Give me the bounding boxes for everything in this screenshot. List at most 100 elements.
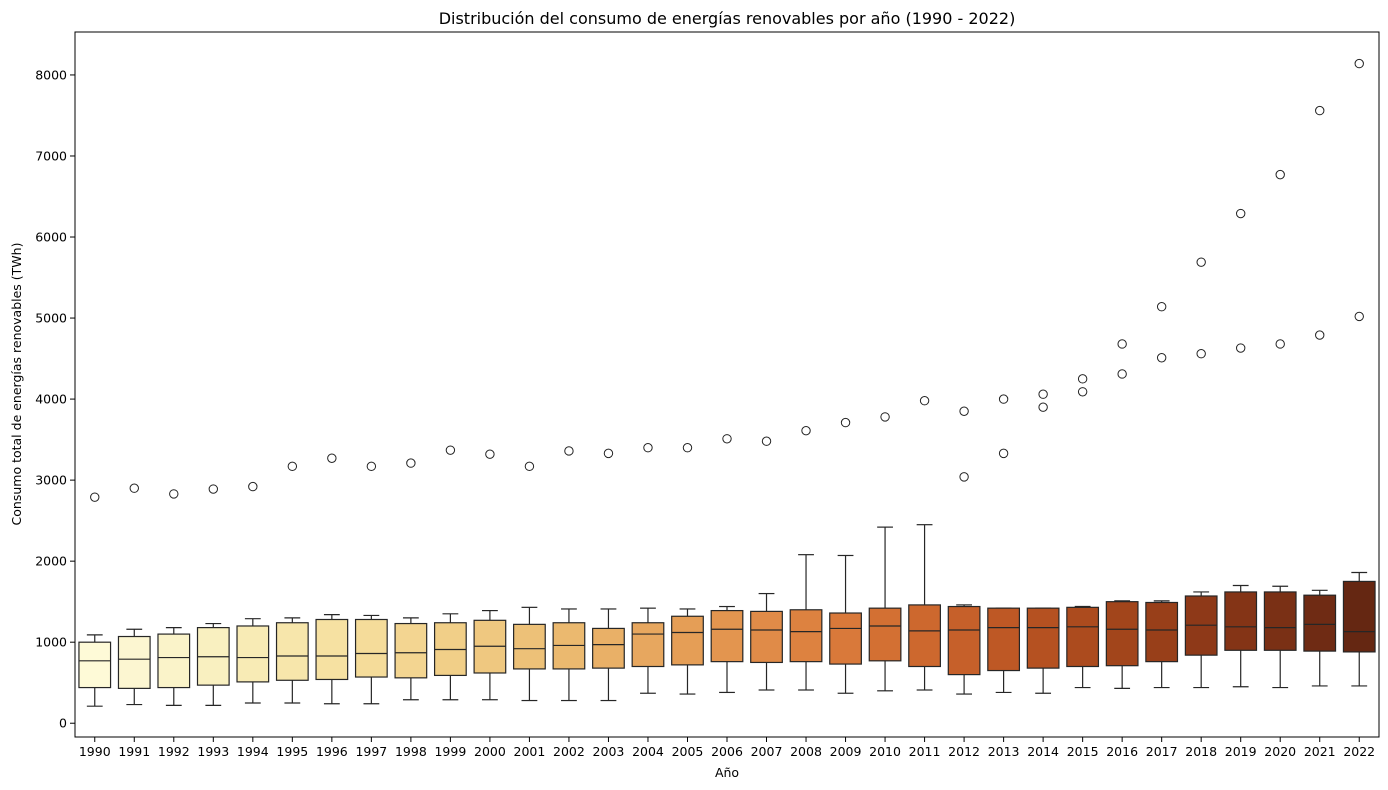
box-body — [868, 607, 902, 662]
x-tick-label: 1997 — [355, 744, 387, 759]
y-tick-label: 8000 — [35, 67, 67, 82]
outlier-point — [287, 461, 298, 472]
outlier-point — [1038, 389, 1048, 399]
outlier-point — [1275, 169, 1285, 180]
x-tick-label: 2012 — [948, 744, 980, 759]
box-body — [1105, 601, 1139, 667]
x-tick-label: 2004 — [632, 744, 664, 759]
box-body — [1342, 580, 1376, 653]
outlier-point — [327, 453, 337, 463]
box-1997 — [354, 461, 388, 705]
box-1992 — [157, 489, 191, 706]
outlier-point — [919, 396, 930, 406]
x-tick-label: 2001 — [514, 744, 546, 759]
box-2011 — [908, 396, 941, 691]
box-2020 — [1263, 169, 1297, 689]
outlier-point — [959, 406, 969, 416]
outlier-point — [1275, 339, 1285, 349]
x-tick-label: 1996 — [316, 744, 348, 759]
box-body — [1066, 606, 1100, 668]
x-tick-label: 1994 — [237, 744, 269, 759]
outlier-point — [406, 458, 416, 468]
x-axis: 1990 1991 1992 1993 1994 1995 1996 1997 1998 1999… — [79, 737, 1375, 759]
outlier-point — [90, 492, 100, 502]
x-tick-label: 1991 — [118, 744, 150, 759]
x-tick-label: 2002 — [553, 744, 585, 759]
box-body — [631, 622, 665, 668]
y-tick-label: 2000 — [35, 554, 67, 569]
outlier-point — [998, 448, 1009, 459]
y-tick-label: 5000 — [35, 311, 67, 326]
outlier-point — [1077, 374, 1088, 384]
x-tick-label: 2022 — [1343, 744, 1375, 759]
box-2006 — [710, 434, 744, 694]
outlier-point — [485, 449, 495, 459]
x-tick-label: 2006 — [711, 744, 743, 759]
x-tick-label: 2010 — [869, 744, 901, 759]
y-tick-label: 0 — [59, 716, 67, 731]
box-body — [117, 635, 151, 689]
box-body — [789, 609, 823, 663]
x-tick-label: 2014 — [1027, 744, 1059, 759]
box-2019 — [1224, 208, 1258, 688]
box-body — [78, 641, 112, 689]
y-tick-label: 1000 — [35, 635, 67, 650]
x-tick-label: 2008 — [790, 744, 822, 759]
box-1999 — [433, 445, 467, 701]
x-tick-label: 2005 — [672, 744, 704, 759]
chart-title: Distribución del consumo de energías ren… — [439, 9, 1016, 28]
box-body — [908, 604, 941, 668]
box-1995 — [275, 461, 309, 704]
y-tick-label: 3000 — [35, 473, 67, 488]
outlier-point — [1235, 343, 1246, 353]
x-tick-label: 2016 — [1106, 744, 1138, 759]
outlier-point — [603, 448, 614, 459]
box-body — [315, 618, 349, 681]
outlier-point — [959, 472, 969, 482]
outlier-point — [169, 489, 179, 499]
outlier-point — [801, 425, 811, 436]
x-tick-label: 1993 — [197, 744, 229, 759]
outlier-point — [1196, 257, 1206, 267]
box-2012 — [947, 406, 981, 695]
x-tick-label: 2007 — [751, 744, 783, 759]
box-2004 — [631, 443, 665, 694]
box-2015 — [1066, 374, 1100, 689]
box-2022 — [1342, 58, 1376, 687]
outlier-point — [564, 446, 574, 456]
outlier-point — [208, 484, 219, 494]
outlier-point — [761, 436, 772, 446]
box-2010 — [868, 412, 902, 692]
outlier-point — [1354, 311, 1364, 322]
outlier-point — [1315, 105, 1325, 116]
y-tick-label: 6000 — [35, 230, 67, 245]
outlier-point — [682, 443, 693, 453]
box-2002 — [552, 446, 586, 702]
x-tick-label: 2009 — [830, 744, 862, 759]
box-body — [592, 627, 625, 669]
x-tick-label: 1999 — [434, 744, 466, 759]
x-tick-label: 2015 — [1067, 744, 1099, 759]
box-body — [750, 610, 783, 664]
outlier-point — [1156, 353, 1167, 363]
box-body — [1224, 591, 1258, 651]
box-2001 — [513, 461, 546, 702]
x-tick-label: 2020 — [1264, 744, 1296, 759]
box-body — [1263, 591, 1297, 651]
box-body — [829, 612, 862, 665]
box-2014 — [1026, 389, 1060, 694]
x-tick-label: 1995 — [276, 744, 308, 759]
box-1991 — [117, 483, 151, 706]
outlier-point — [445, 445, 456, 455]
y-tick-label: 7000 — [35, 148, 67, 163]
box-2007 — [750, 436, 783, 691]
x-tick-label: 2013 — [988, 744, 1020, 759]
box-2005 — [671, 443, 704, 695]
box-1996 — [315, 453, 349, 705]
box-1998 — [394, 458, 428, 701]
outlier-point — [1196, 349, 1206, 359]
box-body — [1026, 607, 1060, 669]
outlier-point — [366, 461, 377, 472]
x-tick-label: 1998 — [395, 744, 427, 759]
outlier-point — [1235, 208, 1246, 219]
